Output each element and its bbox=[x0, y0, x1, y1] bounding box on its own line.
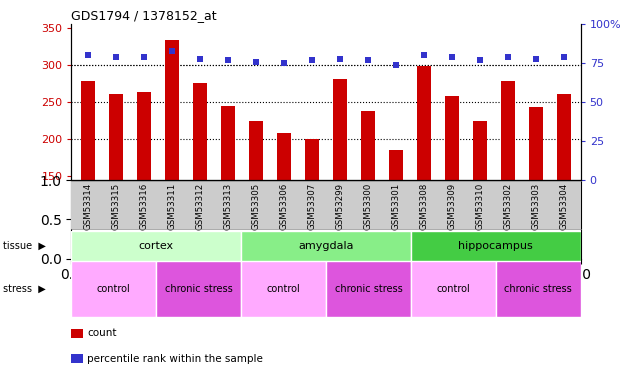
Bar bbox=[529, 107, 543, 180]
Point bbox=[307, 57, 317, 63]
Bar bbox=[156, 261, 241, 317]
Bar bbox=[496, 261, 581, 317]
Bar bbox=[333, 79, 347, 180]
Text: tissue  ▶: tissue ▶ bbox=[3, 241, 46, 250]
Bar bbox=[249, 121, 263, 180]
Point bbox=[223, 57, 233, 63]
Bar bbox=[417, 66, 431, 180]
Text: cortex: cortex bbox=[138, 241, 174, 250]
Bar bbox=[389, 150, 403, 180]
Bar bbox=[445, 96, 459, 180]
Text: chronic stress: chronic stress bbox=[335, 284, 402, 294]
Point bbox=[363, 57, 373, 63]
Point bbox=[111, 54, 121, 60]
Text: control: control bbox=[266, 284, 301, 294]
Text: count: count bbox=[87, 328, 117, 338]
Point bbox=[335, 56, 345, 62]
Bar bbox=[473, 121, 487, 180]
Bar bbox=[137, 92, 151, 180]
Point bbox=[475, 57, 485, 63]
Text: percentile rank within the sample: percentile rank within the sample bbox=[87, 354, 263, 364]
Text: chronic stress: chronic stress bbox=[504, 284, 572, 294]
Point bbox=[503, 54, 513, 60]
Bar bbox=[221, 106, 235, 180]
Bar bbox=[241, 231, 411, 261]
Point bbox=[391, 62, 401, 68]
Bar bbox=[361, 111, 375, 180]
Bar bbox=[81, 81, 95, 180]
Point bbox=[195, 56, 205, 62]
Text: stress  ▶: stress ▶ bbox=[3, 284, 46, 294]
Text: control: control bbox=[437, 284, 470, 294]
Text: GDS1794 / 1378152_at: GDS1794 / 1378152_at bbox=[71, 9, 217, 22]
Bar bbox=[411, 261, 496, 317]
Bar bbox=[326, 261, 411, 317]
Point bbox=[447, 54, 457, 60]
Bar bbox=[71, 231, 241, 261]
Text: amygdala: amygdala bbox=[298, 241, 354, 250]
Point bbox=[83, 53, 93, 58]
Bar bbox=[109, 94, 123, 180]
Point bbox=[279, 60, 289, 66]
Point bbox=[167, 48, 177, 54]
Text: chronic stress: chronic stress bbox=[165, 284, 233, 294]
Bar bbox=[71, 261, 156, 317]
Bar bbox=[305, 139, 319, 180]
Text: hippocampus: hippocampus bbox=[458, 241, 533, 250]
Point bbox=[419, 53, 429, 58]
Bar bbox=[501, 81, 515, 180]
Point bbox=[139, 54, 149, 60]
Bar bbox=[241, 261, 326, 317]
Point bbox=[251, 59, 261, 65]
Bar bbox=[411, 231, 581, 261]
Bar bbox=[557, 94, 571, 180]
Point bbox=[559, 54, 569, 60]
Bar bbox=[277, 134, 291, 180]
Text: control: control bbox=[97, 284, 131, 294]
Bar bbox=[193, 83, 207, 180]
Point bbox=[531, 56, 541, 62]
Bar bbox=[165, 40, 179, 180]
